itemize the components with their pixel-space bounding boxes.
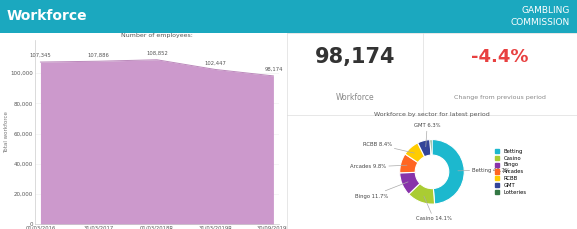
Text: -4.4%: -4.4%: [471, 48, 529, 65]
Text: Bingo 11.7%: Bingo 11.7%: [355, 182, 408, 199]
Wedge shape: [430, 139, 432, 155]
Text: Workforce: Workforce: [7, 9, 88, 24]
Text: Arcades 9.8%: Arcades 9.8%: [350, 164, 407, 169]
Title: Workforce by sector for latest period: Workforce by sector for latest period: [374, 112, 490, 117]
Title: Number of employees:: Number of employees:: [121, 33, 193, 38]
Text: 98,174: 98,174: [264, 67, 283, 72]
Wedge shape: [432, 139, 464, 204]
Text: GAMBLING
COMMISSION: GAMBLING COMMISSION: [511, 6, 570, 27]
Text: GMT 6.3%: GMT 6.3%: [414, 123, 440, 147]
Text: Betting 48.7%: Betting 48.7%: [458, 168, 510, 173]
Text: 107,345: 107,345: [29, 53, 51, 58]
Text: Workforce: Workforce: [336, 93, 374, 102]
Wedge shape: [405, 143, 425, 163]
Legend: Betting, Casino, Bingo, Arcades, RCBB, GMT, Lotteries: Betting, Casino, Bingo, Arcades, RCBB, G…: [495, 149, 527, 195]
Text: Casino 14.1%: Casino 14.1%: [415, 196, 452, 221]
Text: 102,447: 102,447: [204, 61, 226, 66]
Wedge shape: [418, 140, 431, 157]
Text: Change from previous period: Change from previous period: [454, 95, 546, 100]
Y-axis label: Total workforce: Total workforce: [4, 111, 9, 153]
Text: 98,174: 98,174: [315, 46, 395, 66]
Wedge shape: [409, 183, 434, 204]
Text: 107,886: 107,886: [88, 52, 110, 57]
Text: 108,852: 108,852: [146, 51, 168, 56]
Wedge shape: [400, 172, 420, 194]
Wedge shape: [400, 154, 418, 173]
Text: RCBB 8.4%: RCBB 8.4%: [362, 142, 414, 153]
